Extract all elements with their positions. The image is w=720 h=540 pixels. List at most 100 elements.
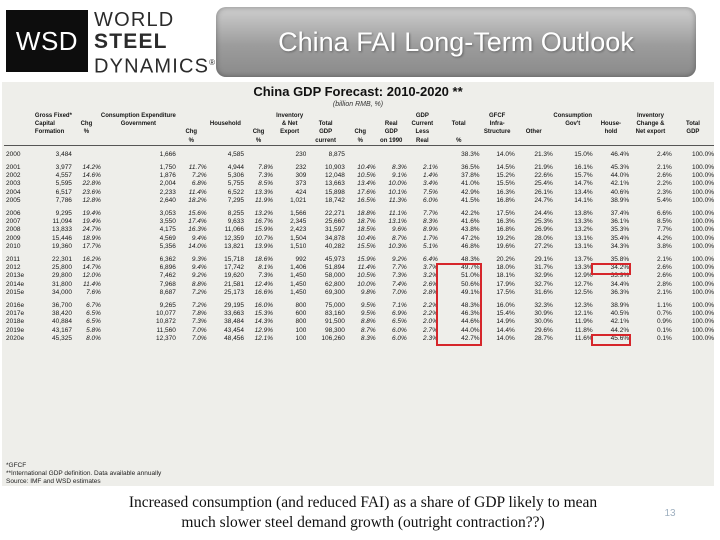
table-cell: 34,000 [52, 288, 72, 296]
table-cell: 28.7% [534, 334, 553, 342]
table-cell: 15,898 [325, 188, 345, 196]
table-cell: 13.2% [254, 210, 273, 218]
table-row: 2014e 31,800 11.4% 7,968 8.8% 21,581 12.4% 1,45… [4, 281, 714, 289]
table-row: 2013e 29,800 12.0% 7,462 9.2% 19,620 7.3% 1,450… [4, 272, 714, 280]
header-cell [345, 120, 376, 128]
table-cell: 51.0% [461, 272, 480, 280]
table-cell: 1,566 [290, 210, 307, 218]
table-cell: 8,255 [227, 210, 245, 218]
table-cell: 100.0% [691, 264, 714, 272]
header-cell [671, 136, 714, 146]
header-cell: Government [120, 121, 157, 128]
header-cell: Chg [80, 121, 93, 128]
header-cell [552, 136, 593, 146]
header-cell [514, 136, 553, 146]
table-cell: 42.2% [461, 210, 480, 218]
table-row: 2017e 38,420 6.5% 10,077 7.8% 33,663 15.3% 600 8… [4, 310, 714, 318]
header-cell: hold [604, 129, 618, 136]
table-subtitle: (billion RMB, %) [332, 101, 384, 108]
table-cell: 12.0% [82, 272, 101, 280]
table-cell: 7.2% [191, 172, 207, 180]
table-cell: 8.3% [360, 334, 376, 342]
table-cell: 48.3% [461, 256, 480, 264]
table-cell: 6.7% [86, 302, 101, 310]
table-cell: 2,640 [159, 196, 176, 204]
table-cell: 0.7% [657, 310, 672, 318]
table-cell: 232 [295, 164, 307, 172]
table-cell: 7.5% [423, 188, 438, 196]
header-cell [206, 136, 245, 146]
table-cell: 15.2% [496, 172, 515, 180]
year-cell: 2016e [6, 302, 25, 310]
table-cell: 100.0% [691, 326, 714, 334]
table-cell: 19.4% [82, 210, 101, 218]
table-row: 2007 11,094 19.4% 3,550 17.4% 9,633 16.7% 2,345… [4, 218, 714, 226]
table-cell: 21,581 [224, 280, 245, 288]
table-cell: 11.4% [188, 188, 207, 196]
table-cell: 19.6% [496, 242, 515, 250]
table-cell: 25.3% [534, 218, 553, 226]
header-cell: % [244, 136, 273, 146]
table-cell: 35.8% [610, 256, 630, 264]
table-cell: 12.5% [574, 288, 593, 296]
table-cell: 13.1% [574, 234, 593, 242]
header-cell: GDP [686, 129, 700, 136]
table-cell: 1,750 [159, 164, 176, 172]
table-cell: 18.1% [496, 272, 515, 280]
table-cell: 100.0% [691, 310, 714, 318]
year-cell: 2014e [6, 280, 25, 288]
table-cell: 49.1% [461, 288, 480, 296]
header-cell: & Net [281, 121, 298, 128]
year-cell: 2000 [6, 150, 21, 158]
header-cell [176, 120, 207, 128]
table-cell: 14.4% [496, 326, 515, 334]
table-cell [72, 151, 101, 159]
year-cell: 2009 [6, 234, 21, 242]
table-cell: 43.8% [461, 226, 480, 234]
table-cell: 50.6% [461, 280, 480, 288]
table-cell: 7.3% [258, 272, 273, 280]
table-cell: 38.9% [610, 302, 630, 310]
table-cell: 44.6% [461, 318, 480, 326]
table-cell: 37.8% [461, 172, 480, 180]
year-cell: 2005 [6, 196, 21, 204]
table-cell: 41.5% [461, 196, 480, 204]
table-cell: 8.7% [360, 326, 376, 334]
table-cell: 26.9% [534, 226, 553, 234]
header-cell [4, 128, 35, 136]
table-cell: 12.3% [574, 302, 593, 310]
table-cell: 35.4% [610, 234, 630, 242]
table-cell: 1,021 [290, 196, 307, 204]
table-cell: 11.4% [82, 280, 101, 288]
table-cell: 10,077 [156, 310, 176, 318]
table-cell: 2.3% [657, 188, 672, 196]
table-cell: 1,450 [290, 280, 307, 288]
logo-line-3: DYNAMICS [94, 55, 210, 78]
table-cell: 100 [295, 326, 307, 334]
table-cell: 8.3% [423, 218, 438, 226]
table-cell: 16.3% [496, 188, 515, 196]
header-cell: Net export [635, 129, 666, 136]
table-row: 2019e 43,167 5.8% 11,560 7.0% 43,454 12.9% 100 9… [4, 327, 714, 335]
table-cell: 3,977 [55, 164, 72, 172]
table-cell: 2,345 [290, 218, 307, 226]
table-cell: 15.7% [574, 172, 593, 180]
header-cell [207, 128, 244, 136]
table-cell: 45.6% [610, 334, 630, 342]
table-header-row: %% current% on 1990 Real% [4, 136, 714, 146]
header-cell: Formation [34, 129, 65, 136]
table-cell: 9.8% [360, 288, 376, 296]
caption-line-1: Increased consumption (and reduced FAI) … [128, 494, 598, 511]
table-cell: 9.5% [360, 310, 376, 318]
table-cell: 2.2% [423, 302, 438, 310]
table-cell: 41.6% [461, 218, 480, 226]
table-row: 2018e 40,884 6.5% 10,872 7.3% 38,484 14.3% 800 9… [4, 318, 714, 326]
table-cell: 106,260 [321, 334, 345, 342]
highlight-box-household-2012 [590, 263, 632, 276]
table-cell: 8.1% [258, 264, 273, 272]
table-cell: 9,265 [159, 302, 176, 310]
table-cell: 32.9% [534, 272, 553, 280]
table-cell: 7.7% [657, 226, 672, 234]
table-cell: 40.5% [610, 310, 630, 318]
table-cell: 30.9% [534, 310, 553, 318]
